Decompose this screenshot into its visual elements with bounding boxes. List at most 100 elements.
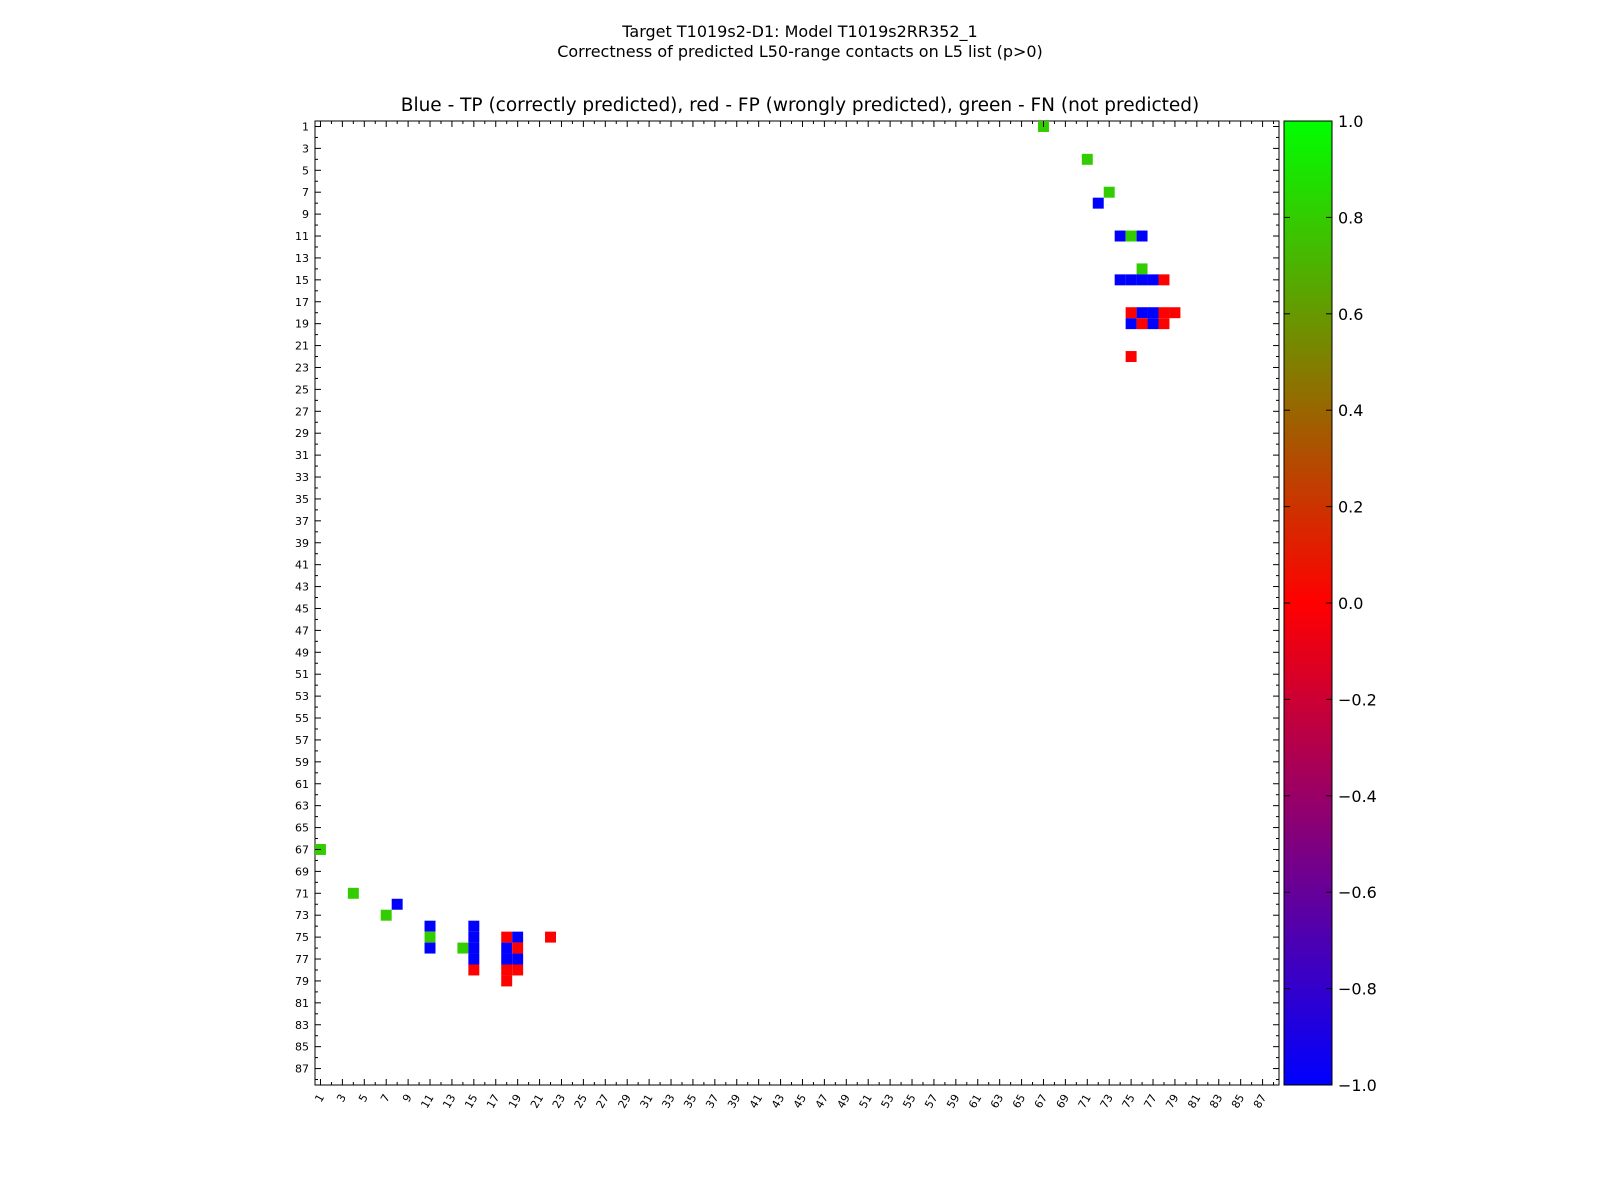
y-tick-label: 53 — [295, 690, 309, 703]
x-tick-label: 37 — [703, 1092, 721, 1111]
colorbar-tick-label: 0.6 — [1338, 305, 1363, 324]
y-tick-label: 29 — [295, 427, 309, 440]
cell-tp — [424, 942, 436, 954]
y-tick-label: 31 — [295, 449, 309, 462]
figure-title-line-1: Target T1019s2-D1: Model T1019s2RR352_1 — [622, 22, 978, 41]
colorbar-tick-label: −0.4 — [1338, 787, 1377, 806]
cell-fp — [512, 942, 524, 954]
y-tick-label: 27 — [295, 405, 309, 418]
x-tick-label: 9 — [400, 1092, 415, 1105]
figure-title-line-2: Correctness of predicted L50-range conta… — [557, 42, 1043, 61]
y-tick-labels: 1357911131517192123252729313335373941434… — [295, 120, 309, 1075]
x-tick-label: 3 — [334, 1092, 349, 1105]
x-tick-label: 55 — [900, 1092, 918, 1111]
x-tick-label: 29 — [616, 1092, 634, 1111]
y-tick-label: 83 — [295, 1019, 309, 1032]
x-tick-label: 13 — [440, 1092, 458, 1111]
cell-fn — [347, 887, 359, 899]
cell-tp — [1147, 274, 1159, 286]
x-tick-label: 65 — [1010, 1092, 1028, 1111]
colorbar-ticks: 1.0 0.8 0.6 0.4 0.2 0.0 −0.2 −0.4 −0.6 −0.8 −1.0 — [1284, 112, 1377, 1095]
cell-tp — [1114, 274, 1126, 286]
colorbar-tick-label: −1.0 — [1338, 1076, 1377, 1095]
x-tick-label: 69 — [1054, 1092, 1072, 1111]
y-tick-label: 75 — [295, 931, 309, 944]
y-tick-label: 37 — [295, 515, 309, 528]
y-tick-label: 57 — [295, 734, 309, 747]
x-tick-label: 7 — [378, 1092, 393, 1105]
x-tick-label: 63 — [988, 1092, 1006, 1111]
colorbar-tick-label: −0.2 — [1338, 690, 1377, 709]
y-tick-label: 47 — [295, 624, 309, 637]
cell-fp — [1136, 318, 1148, 330]
x-tick-label: 59 — [944, 1092, 962, 1111]
colorbar-tick-label: 0.8 — [1338, 208, 1363, 227]
cell-tp — [468, 920, 480, 932]
x-tick-label: 17 — [484, 1092, 502, 1111]
y-tick-label: 13 — [295, 252, 309, 265]
x-tick-label: 23 — [550, 1092, 568, 1111]
chart-title: Blue - TP (correctly predicted), red - F… — [400, 95, 1200, 116]
cell-tp — [1125, 318, 1137, 330]
cell-fp — [1125, 307, 1137, 319]
x-tick-label: 31 — [637, 1092, 655, 1111]
cell-fp — [1158, 318, 1170, 330]
cell-tp — [512, 953, 524, 965]
cell-fp — [512, 964, 524, 976]
x-tick-label: 47 — [813, 1092, 831, 1111]
x-tick-label: 83 — [1207, 1092, 1225, 1111]
cell-fp — [501, 964, 513, 976]
y-tick-label: 5 — [302, 164, 309, 177]
cell-fn — [424, 931, 436, 943]
x-tick-label: 25 — [572, 1092, 590, 1111]
cell-fp — [501, 931, 513, 943]
y-tick-label: 65 — [295, 822, 309, 835]
y-tick-label: 77 — [295, 953, 309, 966]
x-tick-labels: 1 3 5 7 9 11 13 15 17 19 21 23 25 27 29 31 33 35 37 39 41 43 4… — [312, 1092, 1269, 1111]
y-tick-label: 39 — [295, 537, 309, 550]
cell-tp — [1092, 197, 1104, 209]
y-tick-label: 85 — [295, 1041, 309, 1054]
cell-fn — [457, 942, 469, 954]
x-tick-label: 71 — [1076, 1092, 1094, 1111]
y-tick-label: 3 — [302, 142, 309, 155]
y-tick-label: 79 — [295, 975, 309, 988]
x-tick-label: 75 — [1119, 1092, 1137, 1111]
y-tick-label: 21 — [295, 340, 309, 353]
x-tick-label: 35 — [681, 1092, 699, 1111]
y-tick-label: 87 — [295, 1063, 309, 1076]
y-tick-label: 1 — [302, 120, 309, 133]
cell-tp — [1147, 307, 1159, 319]
colorbar-tick-label: −0.6 — [1338, 883, 1377, 902]
cell-fp — [1158, 307, 1170, 319]
x-tick-label: 21 — [528, 1092, 546, 1111]
y-tick-label: 69 — [295, 865, 309, 878]
x-tick-label: 61 — [966, 1092, 984, 1111]
y-tick-label: 63 — [295, 800, 309, 813]
axis-ticks — [315, 121, 1279, 1085]
cell-tp — [1136, 274, 1148, 286]
x-tick-label: 87 — [1251, 1092, 1269, 1111]
x-tick-label: 19 — [506, 1092, 524, 1111]
colorbar-tick-label: 0.0 — [1338, 594, 1363, 613]
y-tick-label: 17 — [295, 296, 309, 309]
cell-fn — [380, 909, 392, 921]
y-tick-label: 81 — [295, 997, 309, 1010]
y-tick-label: 51 — [295, 668, 309, 681]
y-tick-label: 35 — [295, 493, 309, 506]
cell-tp — [1136, 230, 1148, 242]
cell-fp — [545, 931, 556, 943]
cell-fn — [1136, 263, 1148, 275]
y-tick-label: 11 — [295, 230, 309, 243]
y-tick-label: 15 — [295, 274, 309, 287]
x-tick-label: 27 — [594, 1092, 612, 1111]
y-tick-label: 59 — [295, 756, 309, 769]
cell-tp — [1136, 307, 1148, 319]
y-tick-label: 9 — [302, 208, 309, 221]
colorbar-tick-label: 1.0 — [1338, 112, 1363, 131]
cell-fp — [1169, 307, 1181, 319]
cell-tp — [501, 953, 513, 965]
y-tick-label: 41 — [295, 559, 309, 572]
y-tick-label: 71 — [295, 887, 309, 900]
x-tick-label: 39 — [725, 1092, 743, 1111]
